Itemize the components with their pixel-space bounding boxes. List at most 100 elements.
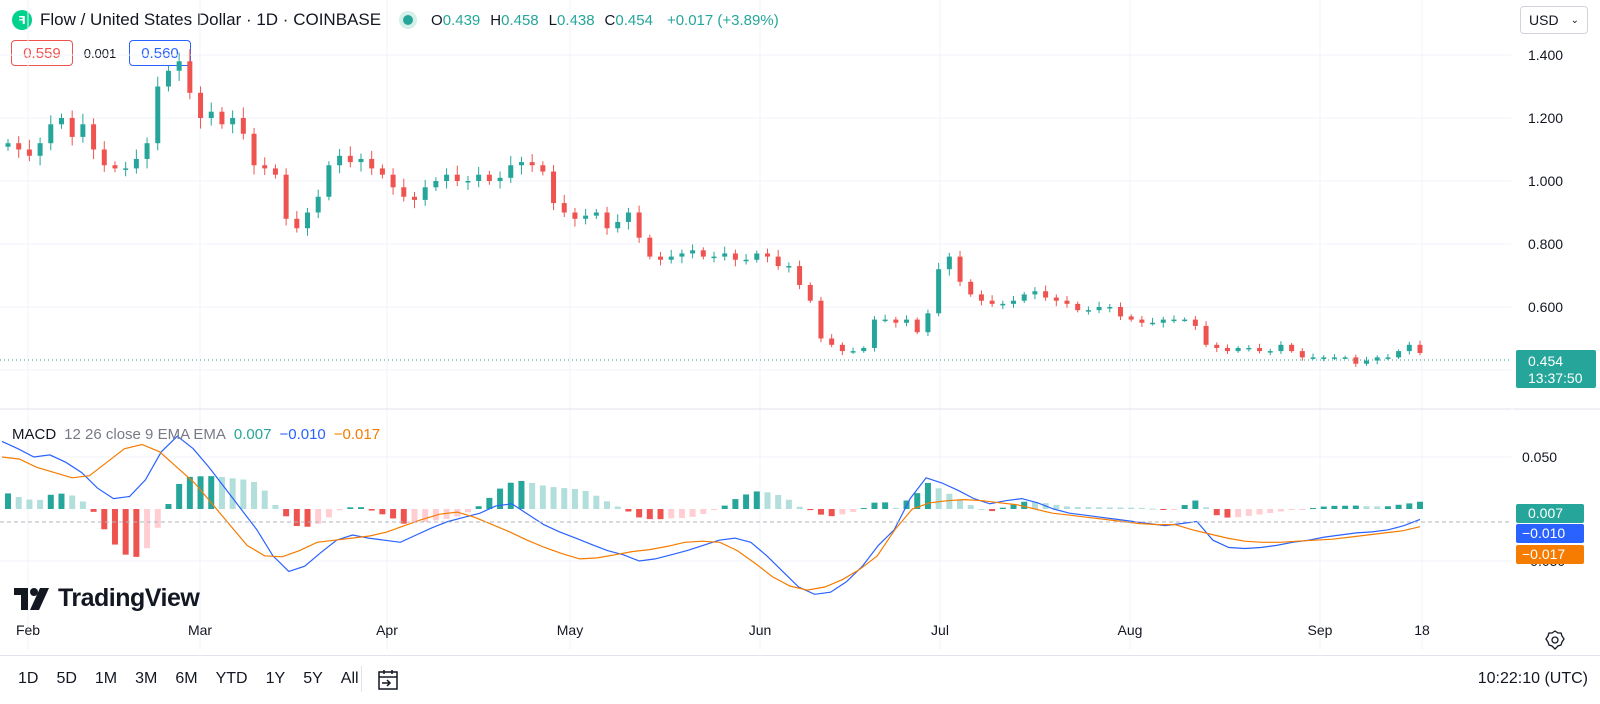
price-axis-label: 1.000 — [1528, 173, 1563, 189]
macd-legend[interactable]: MACD 12 26 close 9 EMA EMA 0.007 −0.010 … — [12, 426, 380, 443]
candle-body — [807, 284, 813, 301]
macd-histogram-bar — [571, 489, 578, 509]
price-axis-label: 0.800 — [1528, 236, 1563, 252]
candle-body — [390, 174, 396, 188]
macd-histogram-bar — [325, 509, 332, 518]
macd-histogram-bar — [47, 494, 54, 509]
macd-histogram-bar — [1203, 507, 1210, 509]
candle-body — [764, 253, 770, 257]
timeframe-button-1m[interactable]: 1M — [94, 670, 118, 687]
price-axis-label: 1.200 — [1528, 110, 1563, 126]
last-price-tag — [1516, 350, 1596, 388]
calendar-goto-icon[interactable] — [376, 668, 400, 692]
macd-tag-value: −0.010 — [1522, 525, 1565, 541]
timeframe-button-ytd[interactable]: YTD — [215, 670, 248, 687]
candle-body — [69, 118, 75, 137]
candle-body — [112, 165, 118, 169]
candle-body — [1353, 357, 1359, 364]
candle-body — [101, 149, 107, 166]
macd-histogram-bar — [315, 509, 322, 524]
candle-body — [946, 256, 952, 270]
macd-histogram-bar — [1074, 507, 1081, 509]
candle-body — [508, 165, 514, 178]
candle-body — [850, 351, 856, 353]
macd-histogram-bar — [1106, 507, 1113, 509]
timeframe-button-6m[interactable]: 6M — [175, 670, 198, 687]
candle-body — [1299, 351, 1305, 358]
macd-histogram-bar — [133, 509, 140, 557]
candle-body — [957, 256, 963, 282]
macd-histogram-bar — [1235, 509, 1242, 518]
timeframe-button-1y[interactable]: 1Y — [265, 670, 286, 687]
candle-body — [1214, 344, 1220, 348]
macd-histogram-bar — [90, 509, 97, 512]
timeframe-button-5d[interactable]: 5D — [56, 670, 77, 687]
macd-histogram-bar — [1117, 507, 1124, 509]
macd-histogram-bar — [1224, 509, 1231, 518]
timeframe-button-all[interactable]: All — [340, 670, 359, 687]
candle-body — [1203, 325, 1209, 345]
settings-gear-icon[interactable] — [1545, 630, 1565, 650]
tradingview-logo-icon — [14, 587, 49, 610]
candle-body — [711, 256, 717, 259]
macd-histogram-bar — [839, 509, 846, 515]
macd-histogram-bar — [347, 507, 354, 509]
macd-histogram-bar — [432, 509, 439, 521]
candle-body — [1171, 319, 1177, 322]
buy-price-box[interactable]: 0.560 — [129, 40, 191, 66]
macd-histogram-bar — [539, 485, 546, 509]
timeframe-button-1d[interactable]: 1D — [18, 670, 39, 687]
macd-histogram-bar — [186, 476, 193, 509]
macd-histogram-bar — [283, 509, 290, 517]
spread-value: 0.001 — [83, 45, 117, 61]
macd-histogram-bar — [1096, 507, 1103, 509]
candle-body — [615, 221, 621, 229]
timeframe-button-3m[interactable]: 3M — [135, 670, 158, 687]
macd-histogram-bar — [1384, 506, 1391, 509]
macd-histogram-bar — [593, 495, 600, 509]
candle-body — [1011, 300, 1017, 304]
candle-body — [369, 158, 375, 169]
macd-histogram-bar — [272, 504, 279, 509]
candle-body — [1385, 357, 1391, 359]
macd-histogram-bar — [154, 509, 161, 528]
signal-tag-value: −0.017 — [1522, 546, 1565, 562]
candle-body — [123, 168, 129, 170]
candle-body — [925, 313, 931, 333]
timeframe-button-5y[interactable]: 5Y — [303, 670, 323, 687]
tradingview-logo[interactable]: TradingView — [14, 584, 200, 613]
utc-clock[interactable]: 10:22:10 (UTC) — [1477, 670, 1588, 687]
candle-body — [518, 162, 524, 166]
macd-histogram-bar — [828, 509, 835, 517]
macd-histogram-bar — [1149, 508, 1156, 510]
macd-histogram-bar — [176, 483, 183, 509]
candle-body — [1075, 303, 1081, 311]
macd-histogram-bar — [5, 493, 11, 509]
macd-signal-value: −0.017 — [333, 426, 381, 443]
candle-body — [625, 212, 631, 222]
candle-body — [829, 338, 835, 345]
candle-body — [1331, 357, 1337, 359]
candle-body — [305, 212, 311, 229]
sell-price-box[interactable]: 0.559 — [11, 40, 73, 66]
candle-body — [1321, 357, 1327, 359]
macd-histogram-bar — [165, 504, 172, 509]
symbol-title[interactable]: Flow / United States Dollar · 1D · COINB… — [40, 10, 382, 29]
candle-body — [1128, 316, 1134, 320]
signal-line — [1, 443, 1421, 591]
macd-histogram-bar — [486, 497, 493, 509]
macd-histogram-bar — [1160, 509, 1167, 510]
macd-histogram-bar — [497, 488, 504, 509]
macd-histogram-bar — [764, 492, 771, 509]
candle-body — [486, 174, 492, 181]
macd-histogram-bar — [1064, 506, 1070, 509]
time-axis-label: May — [557, 622, 583, 638]
high-value: 0.458 — [501, 11, 539, 29]
macd-histogram-bar — [379, 509, 386, 515]
macd-histogram-bar — [358, 507, 364, 509]
currency-select[interactable]: USD ⌄ — [1520, 6, 1588, 34]
macd-histogram-bar — [422, 509, 429, 523]
macd-histogram-bar — [1181, 505, 1188, 509]
macd-histogram-bar — [807, 509, 814, 511]
